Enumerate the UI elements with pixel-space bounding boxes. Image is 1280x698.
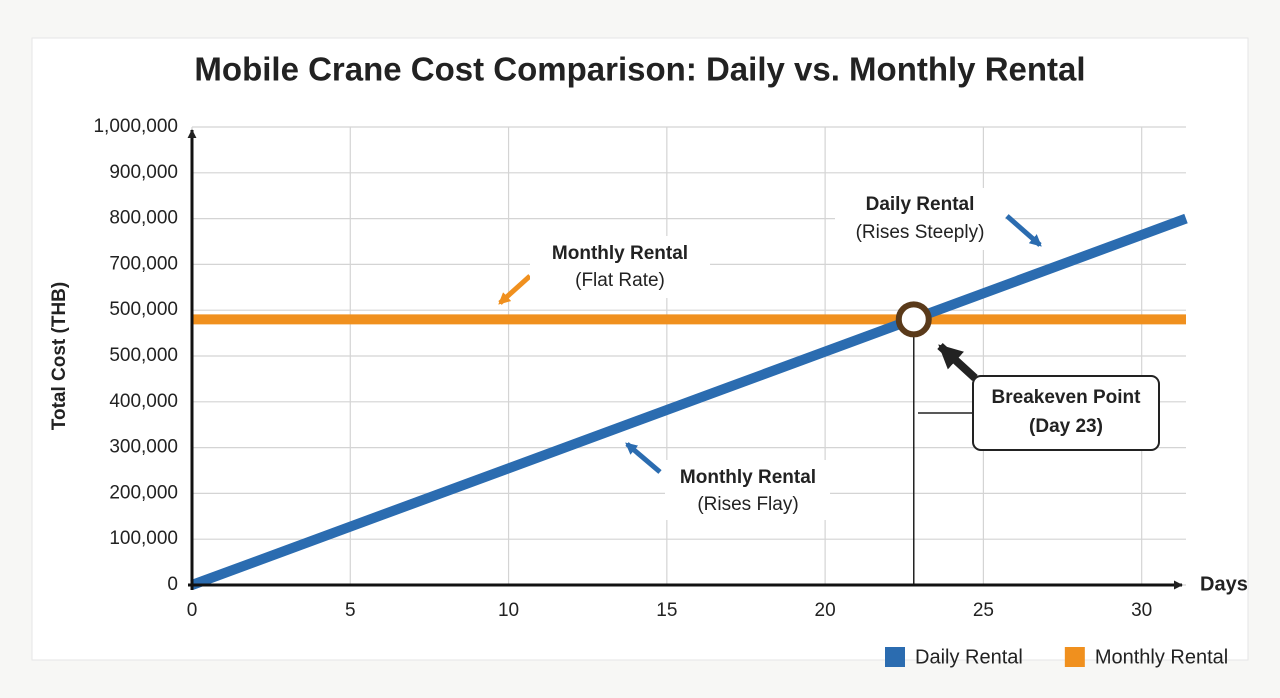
x-axis-label: Days: [1200, 573, 1248, 595]
x-tick-label: 15: [656, 600, 677, 621]
y-tick-label: 400,000: [109, 391, 178, 412]
chart-title: Mobile Crane Cost Comparison: Daily vs. …: [194, 51, 1085, 88]
y-axis-label: Total Cost (THB): [49, 282, 70, 430]
x-tick-label: 30: [1131, 600, 1152, 621]
annotation-box: [835, 188, 1005, 250]
annotation: (Day 23): [1029, 416, 1103, 437]
y-tick-label: 500,000: [109, 299, 178, 320]
annotation-box: [972, 375, 1160, 451]
x-tick-label: 25: [973, 600, 994, 621]
y-tick-label: 500,000: [109, 345, 178, 366]
x-tick-label: 20: [815, 600, 836, 621]
annotation-arrow: [1005, 214, 1042, 247]
plot: [190, 213, 1188, 590]
y-tick-label: 800,000: [109, 208, 178, 229]
y-tick-label: 200,000: [109, 482, 178, 503]
annotation: (Rises Flay): [697, 494, 798, 515]
legend-label: Daily Rental: [915, 646, 1023, 668]
legend-label: Monthly Rental: [1095, 646, 1228, 668]
annotation: Breakeven Point: [992, 387, 1142, 408]
y-tick-label: 0: [167, 574, 178, 595]
x-tick-label: 5: [345, 600, 356, 621]
y-tick-label: 700,000: [109, 253, 178, 274]
y-tick-label: 900,000: [109, 162, 178, 183]
annotation-box: [665, 460, 830, 520]
y-tick-label: 1,000,000: [93, 116, 178, 137]
annotation: (Flat Rate): [575, 270, 665, 291]
annotation: Monthly Rental: [552, 243, 688, 264]
x-tick-label: 0: [187, 600, 198, 621]
card: [31, 37, 1249, 661]
breakeven-point: [895, 301, 932, 338]
legend: Daily Rental Monthly Rental: [885, 646, 1228, 668]
annotation-box: [530, 236, 710, 298]
annotation: Daily Rental: [866, 194, 975, 215]
annotation-arrow: [625, 442, 662, 474]
annotation: (Rises Steeply): [856, 222, 985, 243]
x-tick-label: 10: [498, 600, 519, 621]
annotation-arrow: [498, 274, 532, 305]
legend-swatch: [885, 647, 905, 667]
y-tick-label: 300,000: [109, 437, 178, 458]
legend-swatch: [1064, 647, 1085, 667]
annotation: Monthly Rental: [680, 467, 816, 488]
series-line: [190, 213, 1188, 590]
annotation-arrow: [937, 343, 978, 381]
y-tick-label: 100,000: [109, 528, 178, 549]
